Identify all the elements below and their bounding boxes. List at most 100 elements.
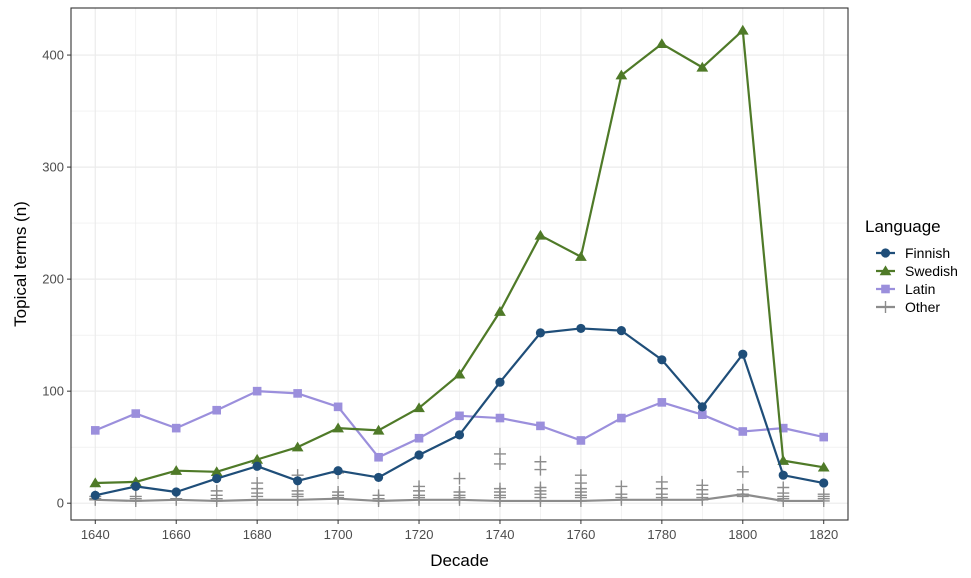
finnish-point — [738, 349, 748, 359]
latin-point — [576, 436, 586, 445]
other-point — [655, 493, 668, 506]
legend-items: Finnish Swedish Latin Other — [876, 245, 958, 315]
swedish-point — [494, 306, 506, 316]
plot-border — [70, 7, 849, 521]
finnish-point — [495, 377, 505, 387]
x-tick-label: 1660 — [162, 527, 191, 542]
y-tick-label: 100 — [42, 384, 64, 399]
legend-item-swedish: Swedish — [876, 263, 958, 279]
finnish-point — [171, 487, 181, 497]
swedish-point — [736, 24, 749, 35]
other-point — [777, 494, 790, 507]
swedish-point — [575, 251, 587, 261]
legend-label: Other — [905, 299, 940, 315]
swedish-point — [817, 461, 830, 472]
series-latin — [90, 386, 829, 462]
y-tick-label: 200 — [42, 272, 64, 287]
latin-point — [738, 427, 748, 436]
other-point — [413, 493, 426, 506]
y-axis-title: Topical terms (n) — [11, 201, 30, 327]
finnish-point — [212, 473, 222, 484]
other-point — [736, 488, 749, 501]
swedish-point — [89, 477, 102, 488]
swedish-point — [170, 465, 183, 475]
other-point — [817, 494, 830, 507]
x-tick-label: 1800 — [728, 527, 757, 542]
swedish-point — [453, 368, 466, 379]
other-point — [493, 494, 506, 507]
x-tick-label: 1700 — [324, 527, 353, 542]
latin-point — [293, 389, 302, 398]
other-point — [332, 492, 345, 505]
other-point — [210, 494, 223, 507]
swedish-point — [696, 61, 709, 72]
other-extra-point — [453, 472, 466, 485]
finnish-point — [131, 481, 141, 491]
series-layer — [89, 24, 830, 507]
legend-key-marker — [880, 248, 891, 258]
other-point — [534, 494, 547, 507]
other-extra-point — [493, 447, 506, 460]
series-other — [89, 447, 830, 507]
x-tick-label: 1740 — [486, 527, 515, 542]
finnish-point — [90, 490, 100, 500]
grid — [71, 8, 848, 520]
x-axis-title: Decade — [430, 551, 489, 570]
latin-point — [131, 409, 141, 418]
latin-point — [657, 398, 667, 407]
legend-title: Language — [865, 217, 941, 236]
legend-label: Swedish — [905, 263, 958, 279]
y-tick-label: 0 — [57, 496, 64, 511]
x-tick-label: 1680 — [243, 527, 272, 542]
other-point — [615, 493, 628, 506]
latin-point — [536, 421, 545, 431]
finnish-point — [535, 328, 546, 338]
y-tick-label: 400 — [42, 48, 64, 63]
latin-point — [212, 405, 221, 415]
latin-point — [495, 413, 505, 423]
finnish-point — [657, 355, 667, 365]
x-tick-label: 1780 — [647, 527, 676, 542]
y-tick-label: 300 — [42, 160, 64, 175]
other-point — [291, 493, 304, 506]
latin-point — [617, 413, 626, 423]
finnish-point — [373, 472, 384, 483]
legend-key-marker — [881, 284, 890, 294]
swedish-point — [251, 453, 264, 464]
finnish-point — [293, 476, 303, 486]
x-tick-label: 1760 — [566, 527, 595, 542]
latin-point — [455, 411, 464, 421]
series-finnish — [90, 323, 829, 500]
latin-point — [374, 452, 383, 462]
latin-point — [414, 433, 424, 443]
swedish-point — [291, 441, 304, 452]
swedish-point — [332, 422, 344, 433]
swedish-point — [413, 402, 425, 413]
finnish-point — [819, 478, 829, 488]
other-extra-point — [534, 463, 547, 476]
swedish-point — [615, 69, 628, 80]
swedish-point — [655, 38, 668, 49]
legend-item-finnish: Finnish — [876, 245, 950, 261]
other-point — [372, 494, 385, 507]
swedish-point — [372, 424, 385, 435]
latin-point — [90, 426, 100, 435]
x-tick-label: 1820 — [809, 527, 838, 542]
other-point — [453, 493, 466, 506]
x-tick-label: 1720 — [405, 527, 434, 542]
finnish-point — [778, 470, 788, 480]
latin-point — [698, 410, 707, 419]
other-extra-point — [736, 465, 749, 478]
other-point — [696, 493, 709, 506]
axes: 1640 1660 1680 1700 1720 1740 1760 1780 1800 1820… — [42, 48, 838, 542]
legend-item-other: Other — [876, 299, 940, 315]
finnish-point — [697, 402, 707, 412]
latin-point — [333, 402, 343, 412]
finnish-point — [252, 461, 262, 471]
other-point — [129, 494, 142, 507]
finnish-point — [454, 430, 465, 440]
latin-point — [819, 432, 829, 442]
legend-key-marker — [879, 301, 892, 313]
